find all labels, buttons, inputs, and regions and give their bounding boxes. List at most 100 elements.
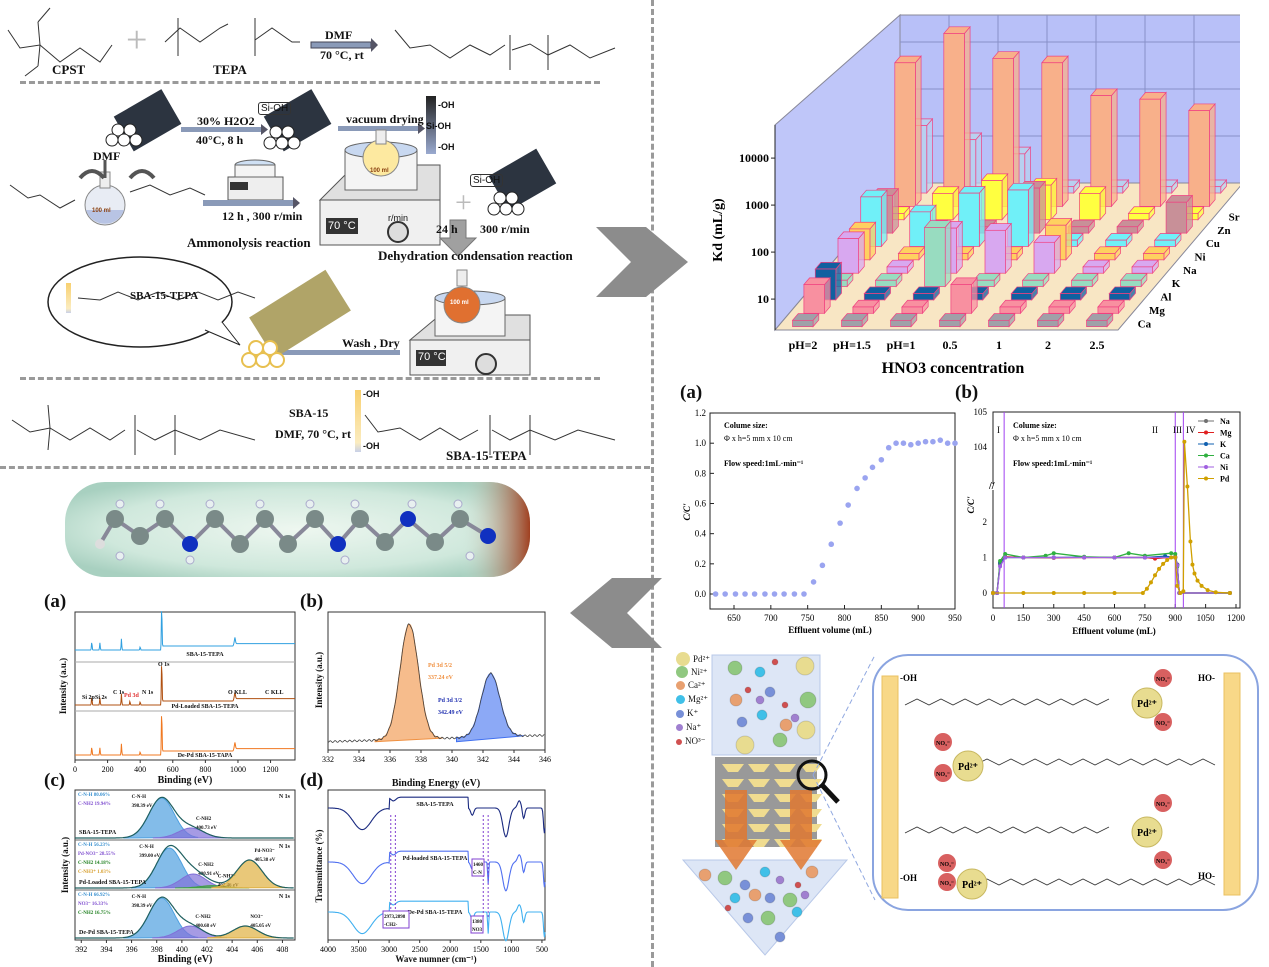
stirrer-small-icon — [227, 159, 284, 201]
ion-label: Ni²⁺ — [691, 666, 708, 677]
data-point-Pd — [1157, 566, 1162, 571]
bar-front — [1079, 193, 1101, 221]
x-tick-label: 950 — [948, 613, 962, 623]
peak-label: O 1s — [158, 662, 170, 668]
data-point-Pd — [1213, 590, 1218, 595]
ion-dot-icon — [676, 681, 685, 690]
legend-entry: NO3⁻ 16.33% — [78, 902, 108, 907]
bar-Cu — [957, 185, 986, 248]
si-oh-label: Si-OH — [426, 121, 452, 131]
peak-label: Si 2s — [95, 695, 108, 701]
y-tick-label: 0.2 — [695, 559, 706, 569]
data-point-Pd — [1175, 583, 1180, 588]
ion-particle — [782, 892, 798, 908]
data-point-Pd — [1181, 589, 1186, 594]
kd-3d-bar-chart: 10 100 1000 10000 Kd (mL/g) pH=2 pH=1.5 pH=1 0.5… — [711, 13, 1240, 377]
x-tick-label: 1050 — [1197, 613, 1216, 623]
peak-value: 342.49 eV — [438, 710, 464, 716]
xps-a-label: (a) — [44, 591, 67, 612]
legend-entry: Pd — [1220, 475, 1230, 484]
bar-side — [915, 55, 922, 208]
bar-side — [975, 132, 982, 194]
data-point-Ni — [998, 564, 1003, 569]
pore — [748, 824, 770, 832]
ion-particle — [739, 879, 751, 891]
ion-particle — [764, 892, 776, 904]
rpm-label: r/min — [388, 213, 408, 223]
oh-label-1: -OH — [438, 100, 455, 110]
bar-front — [1033, 241, 1055, 274]
data-point-Pd — [1112, 591, 1117, 595]
legend-entry: C-N-H 56.23% — [78, 843, 110, 848]
peak-value: 399.00 eV — [139, 854, 160, 859]
y-tick-label: 105 — [974, 407, 988, 417]
bar-K — [1021, 272, 1050, 288]
depth-tick-label: Zn — [1217, 225, 1230, 237]
n1s-envelope — [75, 796, 294, 839]
band-label: 1380 — [472, 920, 483, 925]
x-tick-label: 1 — [996, 338, 1002, 352]
ion-legend-item: Na⁺ — [676, 722, 701, 733]
data-point-Pd — [1144, 586, 1149, 591]
bar-K — [874, 272, 903, 288]
bar-front — [924, 227, 946, 287]
x-tick-label: 3000 — [381, 945, 397, 954]
n1s-envelope — [75, 896, 294, 939]
bar-front — [943, 33, 965, 207]
flow-arrow-icon — [715, 790, 757, 870]
cpst-tepa-product — [394, 29, 616, 70]
ho-label: HO- — [1198, 871, 1215, 881]
chart-annotation: Flow speed:1mL·min⁻¹ — [724, 459, 804, 468]
breakthrough-b-label: (b) — [955, 382, 979, 403]
dmf-condition: DMF — [325, 28, 353, 42]
peak-name: Pd 3d 5/2 — [428, 663, 452, 669]
legend-entry: C-NH2 14.18% — [78, 861, 111, 866]
bar-front — [1143, 253, 1165, 261]
x-axis-label: Effluent volume (mL) — [1072, 626, 1156, 636]
tepa-chain — [904, 698, 1110, 706]
ion-dot-icon — [676, 738, 682, 745]
divider-2 — [20, 377, 600, 380]
bar-side — [926, 117, 933, 194]
axis-break-mark: // — [988, 481, 995, 492]
x-tick-label: 338 — [415, 755, 427, 764]
bar-front — [792, 319, 814, 328]
peak-value: 337.24 eV — [428, 675, 454, 681]
pore — [748, 809, 770, 817]
bar-Mg — [1048, 299, 1076, 315]
nitrate-ion — [1154, 794, 1172, 812]
pore — [722, 764, 744, 772]
ion-particle — [774, 931, 786, 943]
ion-dot-icon — [676, 724, 683, 731]
x-axis-label: Effluent volume (mL) — [788, 625, 872, 635]
bar-front — [1097, 306, 1119, 314]
x-tick-label: 394 — [100, 945, 112, 954]
x-tick-label: 3500 — [351, 945, 367, 954]
bar-Na — [984, 222, 1013, 275]
band-group: C-N — [473, 871, 482, 876]
data-point-Pd — [1140, 591, 1145, 595]
rpm-300: 300 r/min — [480, 222, 530, 236]
chart-b-frame — [992, 411, 1241, 609]
data-point — [862, 475, 868, 481]
peak-label: C-NH2 — [198, 863, 214, 868]
ion-particle — [805, 865, 819, 879]
x-tick-label: 600 — [167, 765, 179, 774]
depth-tick-label: K — [1172, 278, 1181, 290]
depth-tick-label: Ni — [1195, 252, 1206, 264]
carbon-atom — [376, 533, 394, 551]
data-point-Ca — [1051, 551, 1056, 556]
carbon-atom — [279, 535, 297, 553]
ftir-trace — [328, 850, 546, 892]
bar-front — [1037, 319, 1059, 328]
bar-Mg — [852, 299, 880, 315]
peak-label: Pd 3d — [124, 693, 140, 699]
data-point-Ca — [998, 559, 1003, 564]
tepa-structure — [164, 18, 300, 56]
legend-marker — [1204, 442, 1208, 446]
legend-marker — [1204, 453, 1208, 458]
bar-front — [1082, 266, 1104, 274]
bar-front — [1059, 293, 1082, 301]
bar-K — [923, 219, 952, 288]
region-label: II — [1152, 425, 1158, 435]
